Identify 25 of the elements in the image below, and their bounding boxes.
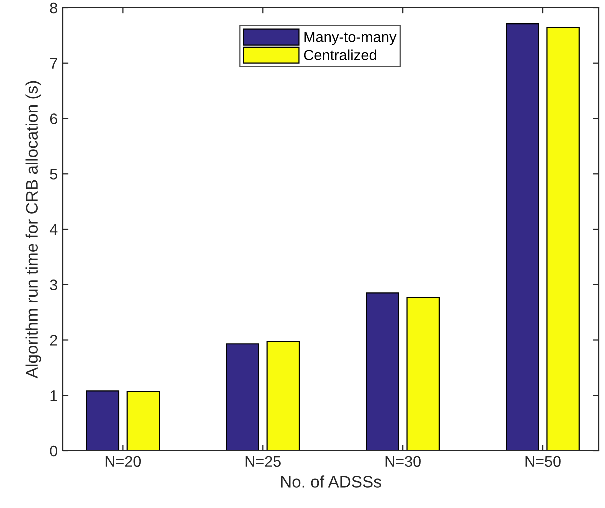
bar: [366, 292, 400, 451]
bar: [226, 344, 260, 451]
x-tick-label: N=25: [246, 456, 281, 468]
y-tick-label: 7: [50, 58, 58, 69]
bar: [86, 390, 120, 451]
bar: [546, 27, 580, 451]
y-tick-label: 1: [50, 390, 58, 402]
legend-label: Centralized: [304, 50, 376, 60]
x-tick-label: N=30: [386, 456, 421, 468]
y-tick-label: 6: [50, 114, 58, 124]
y-tick-label: 3: [50, 280, 58, 291]
y-tick-label: 0: [50, 446, 58, 457]
y-tick-label: 4: [50, 224, 58, 236]
x-tick-label: N=20: [106, 456, 142, 468]
y-axis-title: Algorithm run time for CRB allocation (s): [26, 81, 42, 379]
x-axis-title: No. of ADSSs: [281, 476, 382, 488]
y-tick-label: 5: [50, 169, 58, 180]
x-tick-label: N=50: [526, 456, 561, 468]
bar: [506, 24, 540, 451]
legend-label: Many-to-many: [304, 32, 397, 46]
bar: [406, 297, 440, 451]
bar: [266, 341, 300, 451]
y-tick-label: 2: [50, 335, 58, 346]
y-tick-label: 8: [50, 2, 58, 14]
bar: [126, 391, 160, 451]
